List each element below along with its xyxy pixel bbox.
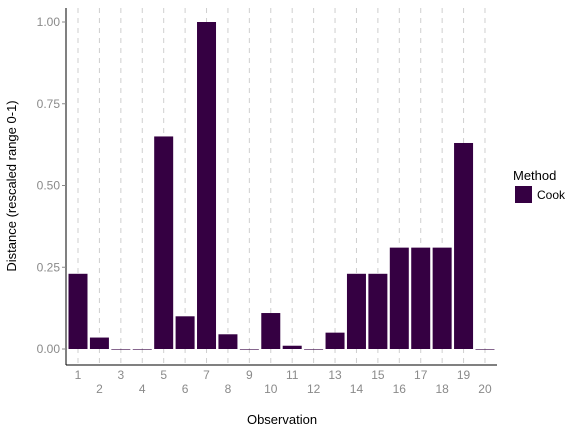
y-tick-label: 0.75 xyxy=(37,97,61,111)
x-tick-label-13: 13 xyxy=(328,368,342,382)
x-tick-label-8: 8 xyxy=(225,382,232,396)
bar-1 xyxy=(68,273,88,349)
bar-17 xyxy=(411,247,431,349)
bar-20 xyxy=(475,349,495,350)
x-tick-label-7: 7 xyxy=(203,368,210,382)
y-axis-title: Distance (rescaled range 0-1) xyxy=(4,100,19,271)
bar-2 xyxy=(89,337,109,349)
x-tick-label-20: 20 xyxy=(478,382,492,396)
bar-7 xyxy=(197,22,217,349)
bar-6 xyxy=(175,316,195,349)
bars xyxy=(68,22,495,350)
bar-14 xyxy=(346,273,366,349)
x-tick-label-12: 12 xyxy=(307,382,321,396)
x-tick-label-9: 9 xyxy=(246,368,253,382)
x-tick-label-16: 16 xyxy=(393,382,407,396)
x-tick-label-6: 6 xyxy=(182,382,189,396)
x-tick-label-17: 17 xyxy=(414,368,428,382)
bar-4 xyxy=(132,349,152,350)
y-tick-label: 0.00 xyxy=(37,342,61,356)
x-tick-label-4: 4 xyxy=(139,382,146,396)
y-tick-labels: 0.00 0.25 0.50 0.75 1.00 xyxy=(37,15,66,356)
legend: Method Cook xyxy=(513,168,566,203)
bar-9 xyxy=(239,349,259,350)
x-tick-label-19: 19 xyxy=(457,368,471,382)
x-tick-label-3: 3 xyxy=(117,368,124,382)
x-tick-label-10: 10 xyxy=(264,382,278,396)
bar-11 xyxy=(282,345,302,349)
bar-10 xyxy=(261,313,281,349)
legend-label-cook: Cook xyxy=(537,188,566,202)
x-tick-label-18: 18 xyxy=(435,382,449,396)
x-axis-title: Observation xyxy=(247,412,317,427)
bar-5 xyxy=(154,136,174,349)
x-tick-label-14: 14 xyxy=(350,382,364,396)
bar-8 xyxy=(218,334,238,349)
bar-3 xyxy=(111,349,131,350)
legend-title: Method xyxy=(513,168,556,183)
bar-12 xyxy=(304,349,324,350)
x-tick-label-11: 11 xyxy=(286,368,299,382)
bar-16 xyxy=(389,247,409,349)
x-tick-label-2: 2 xyxy=(96,382,103,396)
x-tick-label-1: 1 xyxy=(75,368,82,382)
x-tick-label-5: 5 xyxy=(160,368,167,382)
y-tick-label: 1.00 xyxy=(37,15,61,29)
bar-15 xyxy=(368,273,388,349)
y-tick-label: 0.50 xyxy=(37,179,61,193)
legend-swatch-cook xyxy=(515,186,532,203)
axes xyxy=(65,8,497,366)
x-tick-label-15: 15 xyxy=(371,368,385,382)
bar-13 xyxy=(325,332,345,349)
bar-18 xyxy=(432,247,452,349)
y-tick-label: 0.25 xyxy=(37,260,61,274)
bar-19 xyxy=(454,142,474,349)
